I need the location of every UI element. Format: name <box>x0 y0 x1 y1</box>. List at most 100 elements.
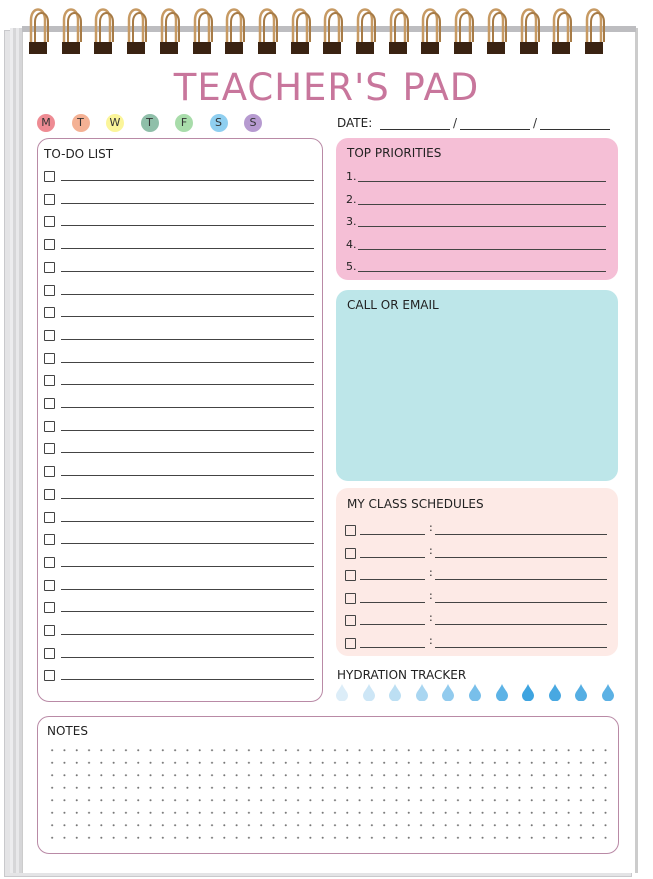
water-drop-icon[interactable] <box>522 684 535 702</box>
todo-checkbox[interactable] <box>44 193 55 205</box>
todo-line[interactable] <box>61 202 314 204</box>
schedule-class-line[interactable] <box>435 624 607 625</box>
todo-checkbox[interactable] <box>44 284 55 296</box>
schedule-checkbox[interactable] <box>345 570 356 581</box>
todo-checkbox[interactable] <box>44 216 55 228</box>
todo-checkbox[interactable] <box>44 352 55 364</box>
notes-box[interactable]: NOTES <box>37 716 619 854</box>
todo-checkbox[interactable] <box>44 466 55 478</box>
schedule-class-line[interactable] <box>435 556 607 558</box>
schedule-separator: : <box>429 566 433 579</box>
date-field-year[interactable] <box>540 129 610 130</box>
todo-checkbox[interactable] <box>44 261 55 273</box>
todo-checkbox[interactable] <box>44 420 55 432</box>
todo-line[interactable] <box>61 180 314 181</box>
schedule-checkbox[interactable] <box>345 637 356 649</box>
schedule-time-line[interactable] <box>360 601 425 603</box>
water-drop-icon[interactable] <box>336 684 348 702</box>
todo-line[interactable] <box>61 543 314 545</box>
todo-line[interactable] <box>61 497 314 499</box>
todo-checkbox[interactable] <box>44 579 55 591</box>
todo-checkbox[interactable] <box>44 239 55 251</box>
water-drop-icon[interactable] <box>362 684 375 702</box>
todo-checkbox[interactable] <box>44 398 55 409</box>
todo-line[interactable] <box>61 656 314 658</box>
water-drop-icon[interactable] <box>442 684 455 702</box>
spiral-ring-icon <box>582 2 606 54</box>
todo-checkbox[interactable] <box>44 375 55 387</box>
priority-line[interactable] <box>358 248 606 250</box>
spiral-ring-icon <box>255 2 279 54</box>
call-or-email-box[interactable]: CALL OR EMAIL <box>336 290 618 481</box>
water-drop-icon[interactable] <box>469 684 481 702</box>
schedule-class-line[interactable] <box>435 534 607 535</box>
todo-checkbox[interactable] <box>44 602 55 614</box>
priority-line[interactable] <box>358 181 606 182</box>
schedule-checkbox[interactable] <box>345 547 356 559</box>
schedule-time-line[interactable] <box>360 534 425 535</box>
todo-line[interactable] <box>61 293 314 295</box>
todo-line[interactable] <box>61 475 314 477</box>
todo-checkbox[interactable] <box>44 488 55 500</box>
todo-checkbox[interactable] <box>44 171 55 182</box>
todo-line[interactable] <box>61 407 314 408</box>
todo-checkbox[interactable] <box>44 511 55 523</box>
todo-line[interactable] <box>61 679 314 681</box>
todo-line[interactable] <box>61 338 314 340</box>
day-5[interactable]: S <box>209 114 228 132</box>
water-drop-icon[interactable] <box>548 684 561 702</box>
todo-line[interactable] <box>61 270 314 272</box>
schedule-checkbox[interactable] <box>345 525 356 536</box>
schedule-checkbox[interactable] <box>345 615 356 626</box>
todo-checkbox[interactable] <box>44 556 55 568</box>
water-drop-icon[interactable] <box>389 684 402 702</box>
water-drop-icon[interactable] <box>575 684 588 702</box>
day-0[interactable]: M <box>37 114 55 132</box>
todo-line[interactable] <box>61 248 314 250</box>
todo-checkbox[interactable] <box>44 647 55 659</box>
todo-checkbox[interactable] <box>44 307 55 319</box>
water-drop-icon[interactable] <box>602 684 614 702</box>
water-drop-icon[interactable] <box>415 684 428 702</box>
date-field-day[interactable] <box>460 129 530 130</box>
todo-line[interactable] <box>61 520 314 522</box>
top-priorities-title: TOP PRIORITIES <box>347 146 442 160</box>
water-drop-icon[interactable] <box>495 684 508 702</box>
todo-line[interactable] <box>61 429 314 431</box>
todo-checkbox[interactable] <box>44 443 55 455</box>
todo-line[interactable] <box>61 361 314 363</box>
schedule-time-line[interactable] <box>360 579 425 580</box>
todo-line[interactable] <box>61 611 314 613</box>
day-3[interactable]: T <box>140 114 159 132</box>
schedule-time-line[interactable] <box>360 646 425 648</box>
day-2[interactable]: W <box>106 114 124 132</box>
schedule-class-line[interactable] <box>435 601 607 603</box>
priority-line[interactable] <box>358 203 606 205</box>
todo-list-box: TO-DO LIST <box>37 138 323 702</box>
day-6[interactable]: S <box>244 114 262 132</box>
todo-checkbox[interactable] <box>44 329 55 341</box>
schedule-time-line[interactable] <box>360 556 425 558</box>
schedule-class-line[interactable] <box>435 579 607 580</box>
priority-line[interactable] <box>358 271 606 272</box>
todo-checkbox[interactable] <box>44 625 55 636</box>
todo-line[interactable] <box>61 316 314 318</box>
priority-line[interactable] <box>358 226 606 227</box>
todo-line[interactable] <box>61 634 314 635</box>
day-4[interactable]: F <box>175 114 193 132</box>
schedule-separator: : <box>429 521 433 534</box>
todo-line[interactable] <box>61 225 314 227</box>
todo-line[interactable] <box>61 565 314 567</box>
todo-line[interactable] <box>61 384 314 386</box>
call-or-email-title: CALL OR EMAIL <box>347 298 439 312</box>
todo-checkbox[interactable] <box>44 534 55 546</box>
todo-checkbox[interactable] <box>44 670 55 682</box>
todo-line[interactable] <box>61 588 314 590</box>
todo-line[interactable] <box>61 452 314 454</box>
day-1[interactable]: T <box>71 114 90 132</box>
priority-row: 4. <box>346 238 608 255</box>
schedule-class-line[interactable] <box>435 646 607 648</box>
date-field-month[interactable] <box>380 129 450 130</box>
schedule-time-line[interactable] <box>360 624 425 625</box>
schedule-checkbox[interactable] <box>345 592 356 604</box>
